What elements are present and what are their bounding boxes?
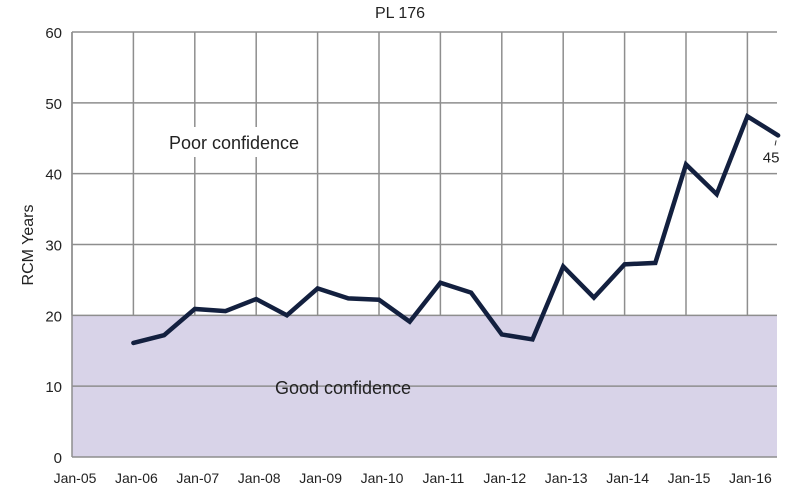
- x-tick-label: Jan-09: [299, 470, 342, 486]
- x-tick-label: Jan-13: [545, 470, 588, 486]
- x-tick-label: Jan-08: [238, 470, 281, 486]
- x-tick-label: Jan-15: [668, 470, 711, 486]
- x-tick-label: Jan-07: [176, 470, 219, 486]
- chart-title: PL 176: [375, 5, 425, 22]
- y-tick-label: 20: [45, 308, 62, 325]
- x-tick-label: Jan-16: [729, 470, 772, 486]
- y-tick-label: 30: [45, 238, 62, 255]
- y-tick-label: 50: [45, 96, 62, 113]
- region-label-poor: Poor confidence: [169, 133, 299, 153]
- y-tick-label: 40: [45, 167, 62, 184]
- y-tick-label: 0: [54, 450, 62, 467]
- x-tick-label: Jan-10: [361, 470, 404, 486]
- annotation-leader: [774, 140, 777, 146]
- series-line: [131, 112, 781, 346]
- y-tick-label: 10: [45, 379, 62, 396]
- x-tick-label: Jan-12: [483, 470, 526, 486]
- x-tick-label: Jan-11: [423, 470, 465, 486]
- annotation-label: 45: [763, 149, 780, 166]
- y-axis-label: RCM Years: [20, 205, 37, 286]
- x-tick-label: Jan-14: [606, 470, 649, 486]
- x-tick-label: Jan-06: [115, 470, 158, 486]
- x-tick-label: Jan-05: [54, 470, 97, 486]
- y-tick-label: 60: [45, 25, 62, 42]
- region-label-good: Good confidence: [275, 378, 411, 398]
